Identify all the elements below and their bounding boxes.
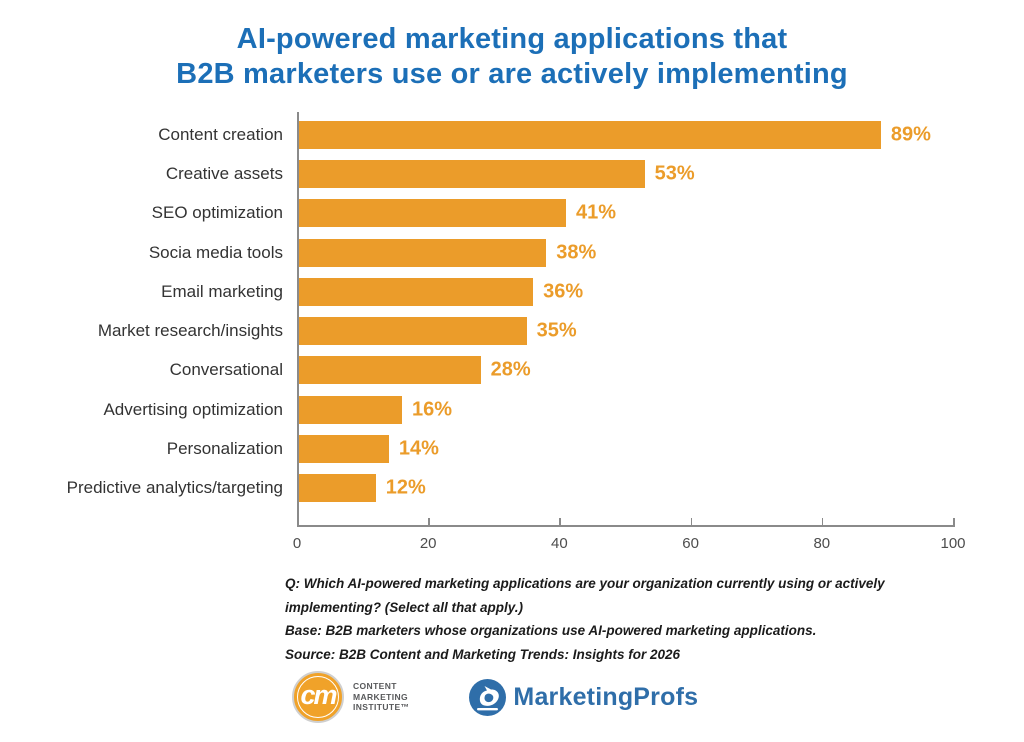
bar-row: Predictive analytics/targeting 12% — [0, 469, 953, 508]
footnote-question-line1: Q: Which AI-powered marketing applicatio… — [285, 576, 885, 591]
bar-value-label: 89% — [890, 123, 931, 146]
bar-row: Socia media tools 38% — [0, 233, 953, 272]
category-label: Advertising optimization — [103, 399, 283, 419]
bar-value-label: 14% — [398, 437, 439, 460]
bar-row: SEO optimization 41% — [0, 194, 953, 233]
logo-row: cm CONTENT MARKETING INSTITUTE™ Marketin… — [292, 671, 698, 723]
bar-track: 41% — [297, 199, 953, 228]
x-axis-tick — [428, 517, 430, 527]
cmi-text-line1: CONTENT — [353, 681, 397, 692]
chart-title: AI-powered marketing applications that B… — [0, 22, 1024, 92]
footnote-question-line2: implementing? (Select all that apply.) — [285, 599, 524, 615]
bar-value-label: 41% — [575, 201, 616, 224]
bar — [297, 159, 645, 188]
x-axis-tick-label: 80 — [813, 535, 831, 552]
bar — [297, 356, 481, 385]
category-label: Personalization — [166, 439, 283, 459]
bar — [297, 199, 566, 228]
category-label: SEO optimization — [151, 203, 283, 223]
bar — [297, 435, 389, 464]
chart-title-line1: AI-powered marketing applications that — [236, 23, 788, 55]
bar — [297, 395, 402, 424]
category-label: Content creation — [158, 124, 283, 144]
cmi-ring-decoration — [297, 676, 339, 718]
category-label: Predictive analytics/targeting — [66, 478, 283, 498]
bar-track: 38% — [297, 238, 953, 267]
cmi-monogram-icon: cm — [292, 671, 344, 723]
bar-value-label: 53% — [654, 162, 695, 185]
x-axis-tick-label: 40 — [551, 535, 568, 552]
bar-row: Content creation 89% — [0, 115, 953, 154]
bar-chart: Content creation 89% Creative assets 53%… — [0, 115, 953, 508]
bar — [297, 238, 547, 267]
footnotes: Q: Which AI-powered marketing applicatio… — [285, 572, 945, 666]
bar-track: 14% — [297, 435, 953, 464]
bar-track: 12% — [297, 474, 953, 503]
chart-title-line2: B2B marketers use or are actively implem… — [176, 58, 848, 90]
marketingprofs-logo-text: MarketingProfs — [513, 682, 699, 711]
bar-row: Email marketing 36% — [0, 272, 953, 311]
x-axis-tick-label: 100 — [940, 535, 966, 552]
category-label: Socia media tools — [148, 242, 283, 262]
bar — [297, 120, 881, 149]
bar — [297, 474, 376, 503]
x-axis-tick — [690, 517, 693, 527]
bar-track: 36% — [297, 277, 953, 306]
bar-value-label: 36% — [543, 280, 584, 303]
x-axis-tick-label: 20 — [419, 535, 437, 552]
bar-track: 89% — [297, 120, 953, 149]
x-axis-tick — [953, 517, 955, 527]
x-axis-tick — [559, 517, 561, 527]
category-label: Conversational — [169, 360, 283, 380]
footnote-source: Source: B2B Content and Marketing Trends… — [285, 646, 681, 662]
category-label: Market research/insights — [97, 321, 283, 341]
category-label: Email marketing — [161, 281, 283, 301]
marketingprofs-logo: MarketingProfs — [469, 678, 699, 716]
bar-track: 28% — [297, 356, 953, 385]
cmi-text-line3: INSTITUTE™ — [353, 702, 410, 713]
bar-value-label: 28% — [490, 358, 531, 381]
bar — [297, 277, 534, 306]
marketingprofs-bird-icon — [469, 678, 507, 716]
x-axis-tick-label: 0 — [292, 535, 302, 552]
bar-value-label: 35% — [536, 319, 577, 342]
y-axis-line — [297, 112, 299, 526]
x-axis-tick-label: 60 — [682, 535, 699, 552]
bar-track: 16% — [297, 395, 953, 424]
x-axis-tick — [821, 517, 824, 527]
cmi-text-line2: MARKETING — [353, 691, 409, 702]
footnote-base: Base: B2B marketers whose organizations … — [285, 623, 817, 638]
bar-row: Advertising optimization 16% — [0, 390, 953, 429]
bar-row: Market research/insights 35% — [0, 311, 953, 350]
bar — [297, 317, 527, 346]
bar-value-label: 16% — [411, 398, 452, 421]
bar-row: Creative assets 53% — [0, 154, 953, 193]
bar-row: Personalization 14% — [0, 429, 953, 468]
x-axis: 0 20 40 60 80 100 — [293, 517, 966, 552]
bar-value-label: 12% — [385, 476, 426, 499]
bar-row: Conversational 28% — [0, 351, 953, 390]
bar-value-label: 38% — [556, 241, 597, 264]
category-label: Creative assets — [165, 163, 283, 183]
cmi-logo-text: CONTENT MARKETING INSTITUTE™ — [353, 681, 409, 713]
content-marketing-institute-logo: cm CONTENT MARKETING INSTITUTE™ — [292, 671, 409, 723]
bar-track: 53% — [297, 159, 953, 188]
bar-track: 35% — [297, 317, 953, 346]
